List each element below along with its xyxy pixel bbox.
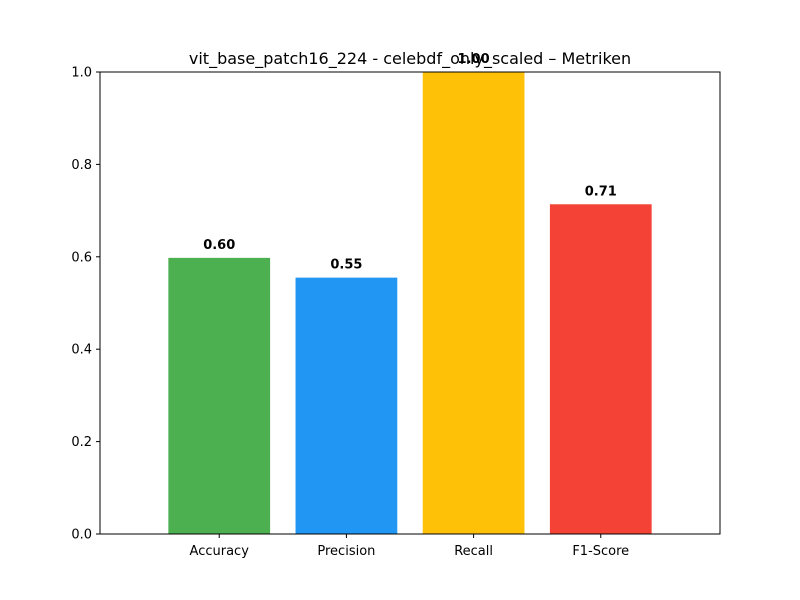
x-axis: Accuracy Precision Recall F1-Score bbox=[190, 534, 629, 559]
bars-layer bbox=[168, 72, 652, 534]
bar-f1-score bbox=[549, 204, 652, 534]
value-labels-layer: 0.60 0.55 1.00 0.71 bbox=[203, 52, 617, 273]
bar-recall bbox=[422, 72, 525, 534]
bar-precision bbox=[295, 277, 398, 534]
x-tick-label: Accuracy bbox=[190, 544, 250, 559]
value-label-precision: 0.55 bbox=[330, 258, 362, 273]
value-label-accuracy: 0.60 bbox=[203, 238, 235, 253]
y-axis: 0.0 0.2 0.4 0.6 0.8 1.0 bbox=[71, 66, 100, 543]
value-label-recall: 1.00 bbox=[458, 52, 490, 67]
y-tick-label: 1.0 bbox=[71, 66, 92, 81]
plot-frame bbox=[99, 71, 721, 535]
y-tick-label: 0.6 bbox=[71, 250, 92, 265]
x-tick-label: Precision bbox=[317, 544, 375, 559]
x-tick-label: F1-Score bbox=[572, 544, 629, 559]
x-tick-label: Recall bbox=[454, 544, 493, 559]
y-tick-label: 0.8 bbox=[71, 158, 92, 173]
y-tick-label: 0.2 bbox=[71, 435, 92, 450]
chart-title: vit_base_patch16_224 - celebdf_only_scal… bbox=[189, 49, 631, 69]
bar-accuracy bbox=[168, 257, 271, 534]
value-label-f1-score: 0.71 bbox=[585, 184, 617, 199]
y-tick-label: 0.0 bbox=[71, 528, 92, 543]
y-tick-label: 0.4 bbox=[71, 343, 92, 358]
